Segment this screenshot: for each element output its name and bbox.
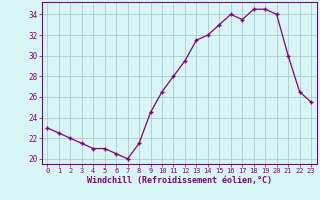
X-axis label: Windchill (Refroidissement éolien,°C): Windchill (Refroidissement éolien,°C) [87,176,272,185]
